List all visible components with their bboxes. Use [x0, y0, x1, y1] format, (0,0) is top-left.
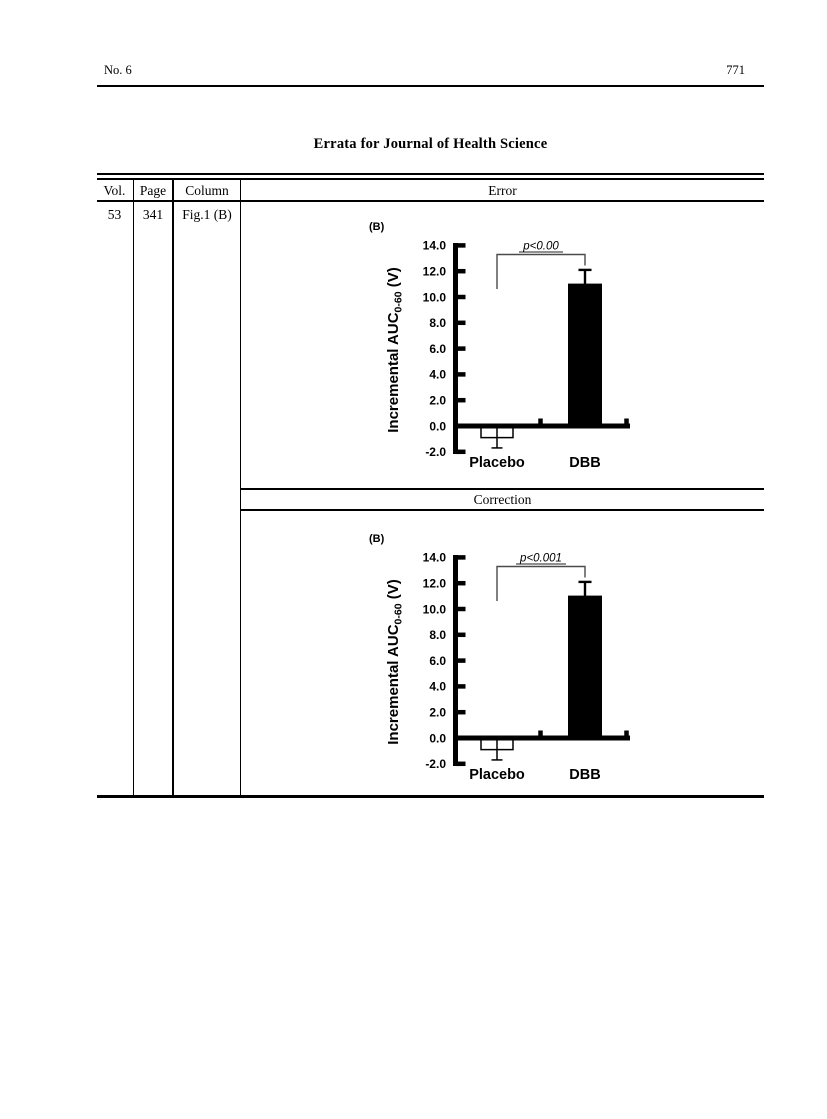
significance-label: p<0.001 — [519, 553, 562, 565]
row-cell-column: Fig.1 (B) — [182, 207, 232, 222]
x-category-label: Placebo — [469, 767, 525, 783]
correction-bar-chart: (B) Incremental AUC0-60 (V) 14.0 12.0 10.0 8.… — [360, 524, 660, 796]
x-category-label: Placebo — [469, 455, 525, 471]
col-divider-page-column — [172, 177, 174, 798]
row-cell-vol: 53 — [107, 207, 122, 222]
y-tick-label: 12.0 — [423, 577, 447, 591]
y-tick-label: 14.0 — [423, 551, 447, 565]
bar-chart-svg: (B) Incremental AUC0-60 (V) 14.0 12.0 10.0 8.… — [369, 221, 630, 471]
table-header-rule — [97, 200, 764, 202]
y-tick-label: 8.0 — [429, 628, 446, 642]
y-tick-label: 2.0 — [429, 394, 446, 408]
y-axis-title-subscript: 0-60 — [393, 603, 405, 624]
correction-band-bottom-rule — [241, 509, 764, 511]
y-tick-label: 2.0 — [429, 706, 446, 720]
y-axis-title-subscript: 0-60 — [393, 291, 405, 312]
table-header-vol: Vol. — [103, 183, 126, 198]
table-top-rule-outer — [97, 173, 764, 176]
error-bar-chart: (B) Incremental AUC0-60 (V) 14.0 12.0 10.0 8.… — [360, 212, 660, 484]
x-category-label: DBB — [569, 767, 600, 783]
y-tick-label: 12.0 — [423, 265, 447, 279]
y-tick-label: 10.0 — [423, 290, 447, 304]
y-tick-label: 10.0 — [423, 602, 447, 616]
y-tick-label: 6.0 — [429, 342, 446, 356]
table-header-error: Error — [488, 183, 517, 198]
table-header-page: Page — [139, 183, 167, 198]
table-top-rule-inner — [97, 177, 764, 180]
y-tick-label: 4.0 — [429, 368, 446, 382]
x-category-label: DBB — [569, 455, 600, 471]
panel-label: (B) — [369, 221, 385, 233]
page-title: Errata for Journal of Health Science — [313, 136, 548, 152]
correction-section-label: Correction — [473, 492, 532, 507]
y-tick-label: 8.0 — [429, 316, 446, 330]
significance-bracket — [496, 565, 586, 601]
y-tick-label: -2.0 — [425, 757, 446, 771]
y-tick-label: 0.0 — [429, 419, 446, 433]
bar-chart-svg: (B) Incremental AUC0-60 (V) 14.0 12.0 10.0 8.… — [369, 533, 630, 783]
bar-dbb — [568, 595, 602, 739]
row-cell-page: 341 — [142, 207, 164, 222]
correction-band-top-rule — [241, 488, 764, 490]
y-tick-label: 0.0 — [429, 731, 446, 745]
col-divider-vol-page — [132, 177, 135, 798]
y-axis-title: Incremental AUC0-60 (V) — [385, 579, 405, 745]
table-bottom-rule — [97, 795, 764, 798]
col-divider-column-error — [239, 177, 242, 798]
table-header-column: Column — [185, 183, 229, 198]
significance-label: p<0.00 — [522, 241, 559, 253]
issue-number: No. 6 — [104, 63, 132, 77]
y-tick-label: 4.0 — [429, 680, 446, 694]
running-head-rule — [97, 85, 764, 87]
y-axis-title: Incremental AUC0-60 (V) — [385, 267, 405, 433]
y-tick-label: -2.0 — [425, 445, 446, 459]
page-number: 771 — [726, 63, 745, 77]
y-tick-label: 14.0 — [423, 239, 447, 253]
significance-bracket — [496, 253, 586, 289]
y-tick-label: 6.0 — [429, 654, 446, 668]
panel-label: (B) — [369, 533, 385, 545]
bar-dbb — [568, 283, 602, 427]
